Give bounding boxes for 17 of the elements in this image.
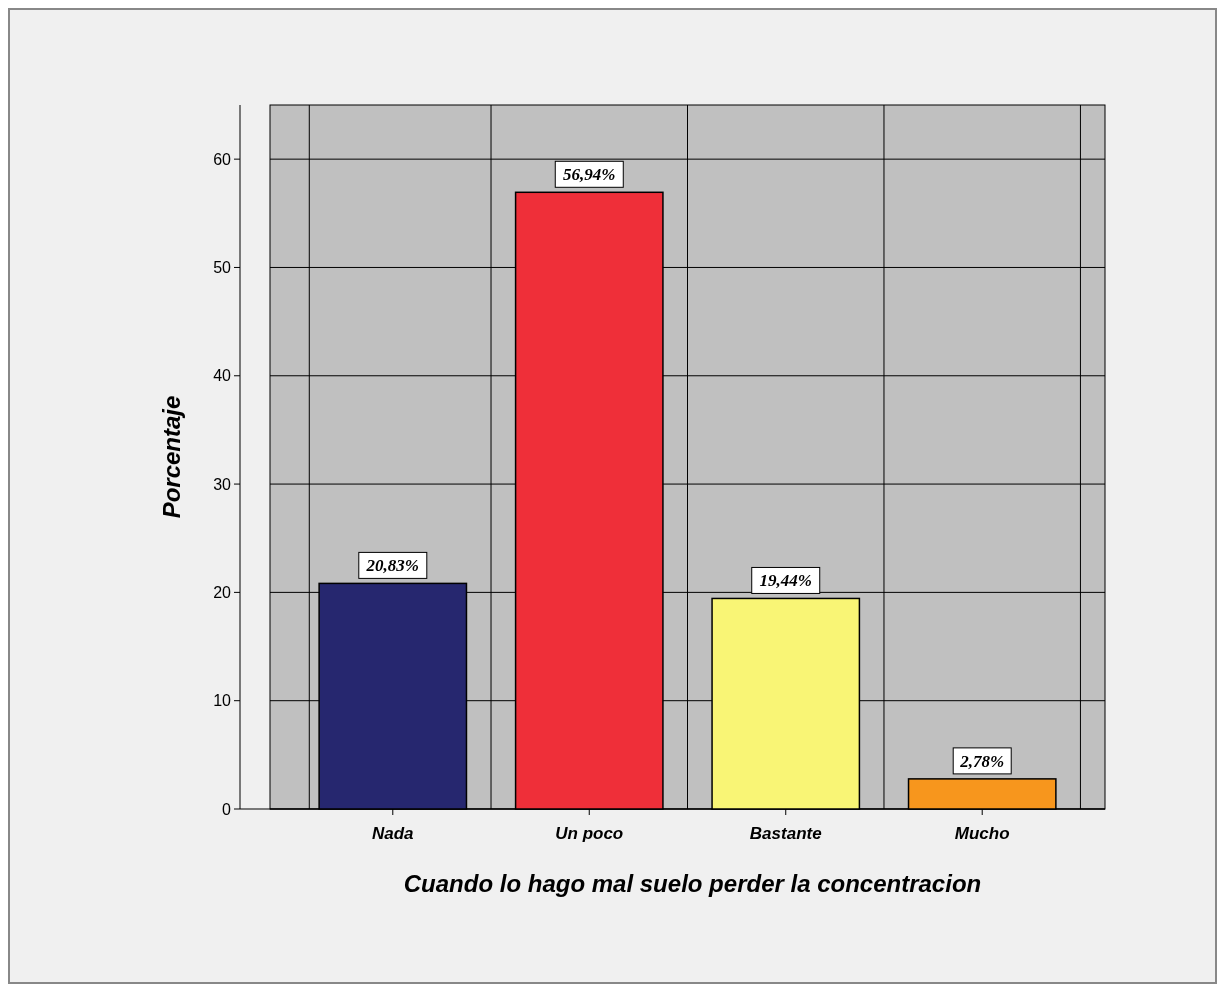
data-label: 56,94% — [563, 165, 616, 185]
y-tick-label: 50 — [213, 259, 232, 277]
data-label: 20,83% — [365, 556, 420, 576]
x-tick-label: Mucho — [954, 824, 1010, 843]
y-tick-label: 10 — [213, 692, 232, 710]
y-tick-label: 60 — [213, 150, 232, 168]
x-tick-label: Bastante — [749, 824, 822, 843]
y-tick-label: 20 — [213, 583, 232, 601]
x-tick-label: Nada — [372, 824, 414, 843]
y-axis-title: Porcentaje — [158, 395, 185, 519]
data-label: 2,78% — [959, 751, 1005, 771]
y-tick-label: 40 — [213, 367, 232, 385]
y-tick-label: 30 — [213, 475, 232, 493]
x-tick-label: Un poco — [555, 824, 624, 843]
y-tick-label: 0 — [222, 800, 232, 818]
data-label: 19,44% — [759, 571, 812, 591]
x-axis-title: Cuando lo hago mal suelo perder la concentracion — [403, 870, 982, 897]
